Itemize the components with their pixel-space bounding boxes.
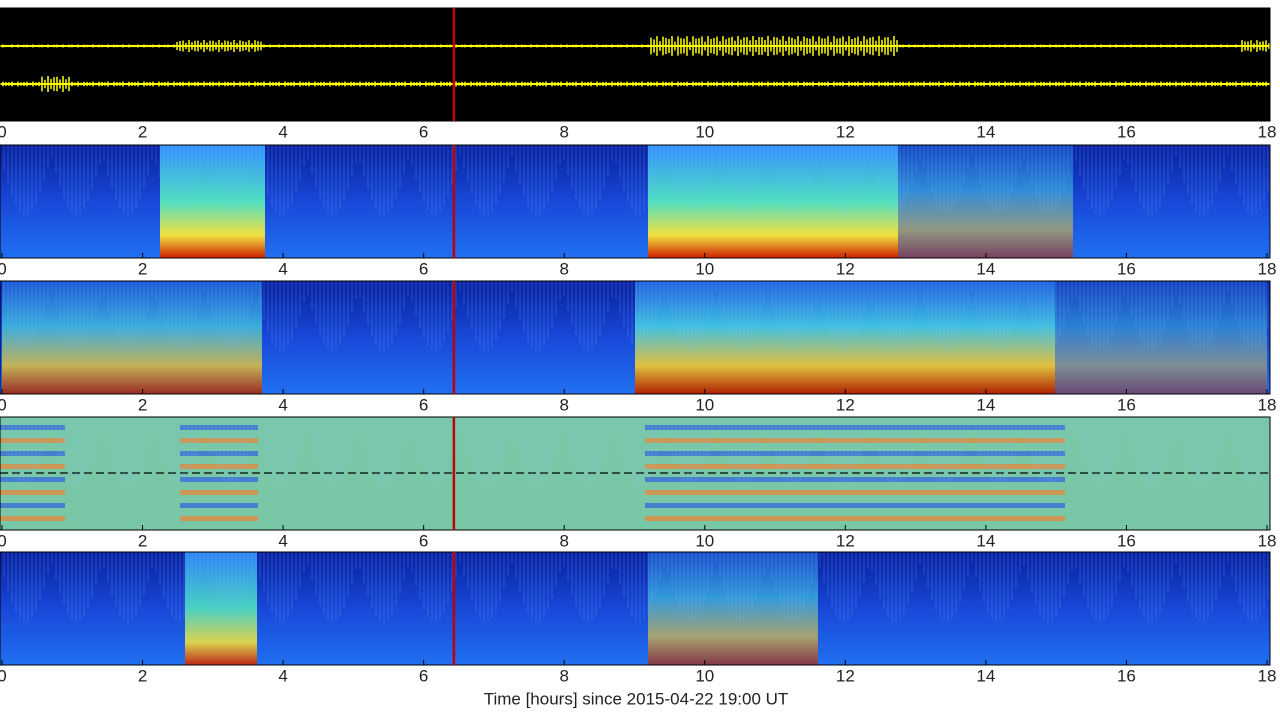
x-tick-label: 2 bbox=[138, 259, 147, 278]
x-tick-label: 16 bbox=[1117, 666, 1136, 685]
x-tick-label: 10 bbox=[695, 666, 714, 685]
spectral-energy bbox=[2, 281, 262, 394]
x-tick-label: 18 bbox=[1258, 395, 1277, 414]
x-tick-label: 8 bbox=[559, 395, 568, 414]
x-tick-label: 18 bbox=[1258, 531, 1277, 550]
band bbox=[0, 425, 65, 430]
spectral-energy bbox=[160, 145, 265, 258]
x-tick-label: 18 bbox=[1258, 122, 1277, 141]
spectral-energy bbox=[898, 145, 1073, 258]
x-tick-label: 4 bbox=[278, 122, 287, 141]
x-tick-label: 4 bbox=[278, 666, 287, 685]
x-tick-label: 10 bbox=[695, 395, 714, 414]
x-tick-label: 16 bbox=[1117, 259, 1136, 278]
band bbox=[180, 490, 258, 495]
x-tick-label: 14 bbox=[976, 531, 995, 550]
x-tick-label: 16 bbox=[1117, 395, 1136, 414]
trace-noise bbox=[0, 36, 1270, 56]
x-tick-label: 18 bbox=[1258, 259, 1277, 278]
x-tick-label: 16 bbox=[1117, 122, 1136, 141]
x-tick-label: 6 bbox=[419, 531, 428, 550]
x-tick-label: 4 bbox=[278, 395, 287, 414]
band bbox=[180, 516, 258, 521]
x-tick-label: 6 bbox=[419, 395, 428, 414]
x-tick-label: 2 bbox=[138, 666, 147, 685]
x-tick-label: 10 bbox=[695, 259, 714, 278]
streaks bbox=[0, 145, 1269, 215]
x-tick-label: 6 bbox=[419, 666, 428, 685]
band bbox=[645, 438, 1065, 443]
spectral-energy bbox=[635, 281, 1055, 394]
band bbox=[645, 425, 1065, 430]
panel-background bbox=[0, 8, 1270, 121]
x-tick-label: 0 bbox=[0, 395, 7, 414]
band bbox=[180, 464, 258, 469]
x-tick-label: 14 bbox=[976, 666, 995, 685]
spectral-energy bbox=[648, 145, 898, 258]
x-tick-label: 12 bbox=[836, 259, 855, 278]
x-tick-label: 16 bbox=[1117, 531, 1136, 550]
x-tick-label: 0 bbox=[0, 259, 7, 278]
band bbox=[645, 477, 1065, 482]
panel-frame bbox=[0, 7, 1271, 122]
band bbox=[180, 477, 258, 482]
x-tick-label: 8 bbox=[559, 259, 568, 278]
x-tick-label: 2 bbox=[138, 122, 147, 141]
band bbox=[0, 451, 65, 456]
spectral-energy bbox=[185, 552, 257, 665]
streaks bbox=[0, 281, 1269, 351]
x-tick-label: 12 bbox=[836, 531, 855, 550]
panel-frame bbox=[0, 280, 1271, 395]
band bbox=[0, 464, 65, 469]
band bbox=[0, 477, 65, 482]
x-tick-label: 10 bbox=[695, 122, 714, 141]
band bbox=[180, 425, 258, 430]
spectral-energy bbox=[1055, 281, 1267, 394]
trace-noise bbox=[0, 76, 1270, 92]
band bbox=[0, 516, 65, 521]
band bbox=[645, 451, 1065, 456]
spectral-energy bbox=[648, 552, 818, 665]
x-tick-label: 2 bbox=[138, 531, 147, 550]
band bbox=[645, 516, 1065, 521]
x-tick-label: 0 bbox=[0, 531, 7, 550]
x-tick-label: 10 bbox=[695, 531, 714, 550]
x-tick-label: 12 bbox=[836, 666, 855, 685]
x-tick-label: 4 bbox=[278, 259, 287, 278]
band bbox=[645, 503, 1065, 508]
panel-frame bbox=[0, 144, 1271, 259]
x-tick-label: 8 bbox=[559, 122, 568, 141]
x-tick-label: 14 bbox=[976, 259, 995, 278]
band bbox=[180, 503, 258, 508]
x-tick-label: 14 bbox=[976, 395, 995, 414]
streaks bbox=[0, 552, 1269, 622]
x-axis-label: Time [hours] since 2015-04-22 19:00 UT bbox=[484, 689, 789, 708]
x-tick-label: 6 bbox=[419, 259, 428, 278]
band bbox=[180, 438, 258, 443]
band bbox=[0, 438, 65, 443]
x-tick-label: 14 bbox=[976, 122, 995, 141]
band bbox=[180, 451, 258, 456]
band bbox=[0, 503, 65, 508]
band bbox=[645, 464, 1065, 469]
x-tick-label: 12 bbox=[836, 395, 855, 414]
band bbox=[0, 490, 65, 495]
x-tick-label: 0 bbox=[0, 666, 7, 685]
x-tick-label: 18 bbox=[1258, 666, 1277, 685]
x-tick-label: 8 bbox=[559, 666, 568, 685]
x-tick-label: 6 bbox=[419, 122, 428, 141]
x-tick-label: 0 bbox=[0, 122, 7, 141]
x-tick-label: 8 bbox=[559, 531, 568, 550]
x-tick-label: 2 bbox=[138, 395, 147, 414]
x-tick-label: 4 bbox=[278, 531, 287, 550]
panel-frame bbox=[0, 551, 1271, 666]
x-tick-label: 12 bbox=[836, 122, 855, 141]
panel-frame bbox=[0, 416, 1271, 531]
streaks bbox=[0, 417, 1269, 487]
band bbox=[645, 490, 1065, 495]
